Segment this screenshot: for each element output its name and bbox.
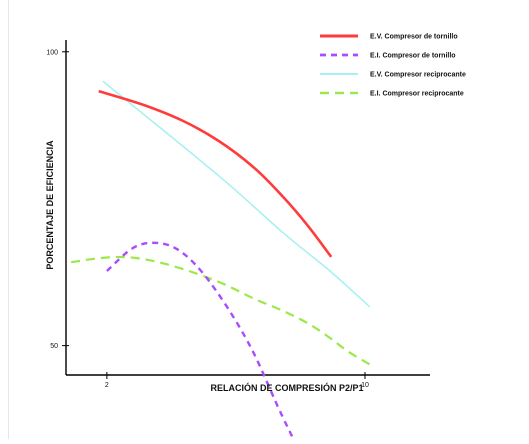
series-line-e-i-compresor-reciprocante [70, 255, 371, 366]
legend: E.V. Compresor de tornillo E.I. Compresor… [320, 34, 466, 98]
x-tick-label-2: 2 [105, 382, 109, 389]
axes [65, 40, 430, 376]
legend-label-e-i-compresor-de-tornillo: E.I. Compresor de tornillo [370, 53, 456, 60]
y-tick-label-100: 100 [46, 49, 58, 56]
ticks: 50 100 2 10 [46, 49, 369, 389]
series-line-e-v-compresor-reciprocante [102, 80, 371, 308]
x-tick-label-10: 10 [361, 382, 369, 389]
x-axis-title: RELACIÓN DE COMPRESIÓN P2/P1 [210, 382, 363, 393]
page-edge-rule [8, 0, 9, 439]
series-line-e-i-compresor-de-tornillo [106, 241, 295, 440]
series-line-e-v-compresor-de-tornillo [98, 89, 333, 258]
y-tick-label-50: 50 [50, 343, 58, 350]
series-layer [70, 80, 371, 440]
y-axis-title: PORCENTAJE DE EFICIENCIA [45, 140, 55, 270]
legend-label-e-v-compresor-de-tornillo: E.V. Compresor de tornillo [370, 34, 458, 41]
legend-label-e-i-compresor-reciprocante: E.I. Compresor reciprocante [370, 91, 464, 98]
legend-label-e-v-compresor-reciprocante: E.V. Compresor reciprocante [370, 72, 466, 79]
